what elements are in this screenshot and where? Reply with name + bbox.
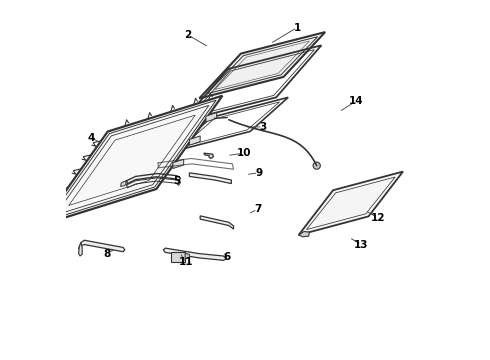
Polygon shape xyxy=(163,248,226,260)
Polygon shape xyxy=(190,173,231,184)
Text: 13: 13 xyxy=(354,239,369,249)
Text: 3: 3 xyxy=(259,122,267,132)
Text: 5: 5 xyxy=(173,176,180,186)
Polygon shape xyxy=(190,136,200,145)
Text: 10: 10 xyxy=(236,148,251,158)
Polygon shape xyxy=(78,240,125,252)
Polygon shape xyxy=(206,113,217,122)
Polygon shape xyxy=(42,96,222,225)
Circle shape xyxy=(313,162,320,169)
Polygon shape xyxy=(185,253,190,259)
Text: 12: 12 xyxy=(370,213,385,222)
Polygon shape xyxy=(298,231,309,237)
Text: 4: 4 xyxy=(87,133,95,143)
Polygon shape xyxy=(298,172,403,235)
Polygon shape xyxy=(199,32,325,98)
Text: 9: 9 xyxy=(255,168,262,178)
Text: 14: 14 xyxy=(349,96,364,106)
Text: 6: 6 xyxy=(223,252,231,262)
Polygon shape xyxy=(121,181,126,186)
Bar xyxy=(172,252,185,262)
Polygon shape xyxy=(78,243,82,256)
Text: 7: 7 xyxy=(254,204,261,215)
Polygon shape xyxy=(204,153,214,158)
Text: 11: 11 xyxy=(178,257,193,267)
Text: 8: 8 xyxy=(103,248,111,258)
Polygon shape xyxy=(200,216,234,229)
Text: 2: 2 xyxy=(184,30,191,40)
Text: 1: 1 xyxy=(294,23,301,33)
Polygon shape xyxy=(173,159,184,168)
